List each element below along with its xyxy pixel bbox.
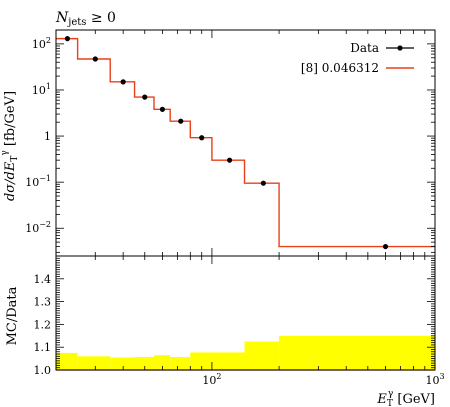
ratio-band-bin — [170, 357, 191, 370]
ratio-band-bin — [244, 341, 280, 370]
ratio-y-tick-label: 1.1 — [34, 341, 52, 354]
ratio-band-bin — [190, 352, 212, 370]
y-axis-label: dσ/dETγ [fb/GeV] — [0, 91, 20, 201]
x-tick-label: 103 — [425, 372, 444, 387]
ratio-band-bin — [279, 335, 435, 370]
data-point — [260, 180, 266, 186]
y-tick-label: 10−2 — [25, 220, 51, 235]
mc-histogram-line — [56, 37, 435, 248]
y-tick-label: 10−1 — [25, 174, 51, 189]
legend-marker-data — [397, 45, 403, 51]
ratio-band-bin — [110, 357, 135, 370]
data-point — [120, 79, 126, 85]
ratio-band-bin — [154, 355, 171, 370]
legend: Data [8] 0.046312 — [301, 41, 414, 75]
data-point — [142, 94, 148, 100]
data-point — [226, 157, 233, 163]
data-point — [64, 36, 71, 42]
ratio-y-tick-label: 1.2 — [34, 318, 52, 331]
ratio-band-bin — [77, 356, 111, 370]
ratio-y-tick-label: 1.4 — [34, 273, 52, 286]
ratio-y-tick-label: 1.0 — [34, 364, 52, 377]
y-tick-label: 102 — [32, 36, 51, 51]
ratio-band-bin — [211, 352, 245, 370]
data-point — [159, 106, 166, 112]
panel-label: Njets ≥ 0 — [55, 10, 116, 28]
ratio-y-axis-label: MC/Data — [5, 286, 20, 345]
legend-label-mc: [8] 0.046312 — [301, 61, 379, 75]
ratio-y-tick-label: 1.3 — [34, 296, 52, 309]
ratio-band-bin — [56, 352, 78, 370]
data-point — [178, 118, 184, 124]
y-tick-label: 1 — [44, 130, 51, 143]
data-point — [382, 243, 389, 250]
ratio-plot-area: 102 103 1.0 1.1 1.2 1.3 1.4 — [34, 255, 445, 387]
x-tick-label: 102 — [202, 372, 221, 387]
data-point — [92, 56, 98, 62]
legend-label-data: Data — [350, 41, 379, 55]
ratio-band-bin — [134, 357, 155, 370]
y-tick-label: 101 — [32, 82, 51, 97]
x-axis-label: ETγ [GeV] — [376, 389, 435, 407]
main-plot-area: 102 101 1 10−1 10−2 — [25, 29, 436, 257]
data-point — [199, 135, 205, 141]
